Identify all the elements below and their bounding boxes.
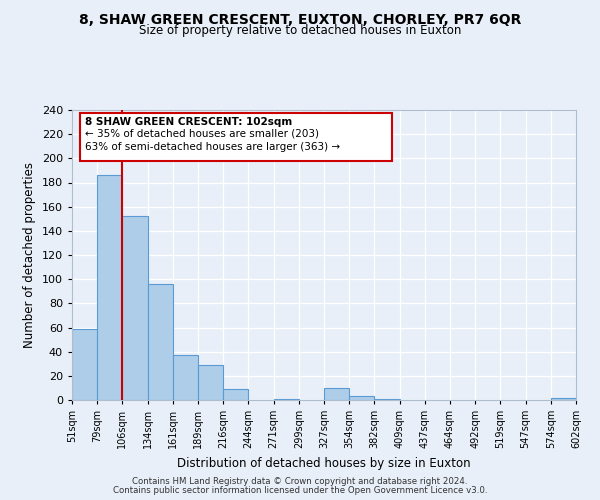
Bar (274, 399, 299, 400)
Bar (148, 284, 173, 400)
Bar (223, 389, 248, 400)
X-axis label: Distribution of detached houses by size in Euxton: Distribution of detached houses by size … (177, 456, 471, 469)
Bar (122, 216, 148, 400)
Bar (198, 365, 223, 400)
Text: ← 35% of detached houses are smaller (203)
63% of semi-detached houses are large: ← 35% of detached houses are smaller (20… (85, 129, 340, 152)
Bar (324, 388, 349, 400)
Text: Contains public sector information licensed under the Open Government Licence v3: Contains public sector information licen… (113, 486, 487, 495)
Bar (551, 398, 576, 400)
Bar (349, 396, 374, 400)
FancyBboxPatch shape (80, 113, 392, 161)
Text: 8 SHAW GREEN CRESCENT: 102sqm: 8 SHAW GREEN CRESCENT: 102sqm (85, 117, 292, 127)
Text: 8, SHAW GREEN CRESCENT, EUXTON, CHORLEY, PR7 6QR: 8, SHAW GREEN CRESCENT, EUXTON, CHORLEY,… (79, 12, 521, 26)
Bar (97, 176, 122, 400)
Text: Contains HM Land Registry data © Crown copyright and database right 2024.: Contains HM Land Registry data © Crown c… (132, 477, 468, 486)
Bar (374, 399, 400, 400)
Bar (173, 356, 198, 400)
Y-axis label: Number of detached properties: Number of detached properties (23, 162, 36, 348)
Text: Size of property relative to detached houses in Euxton: Size of property relative to detached ho… (139, 24, 461, 37)
Bar (72, 328, 97, 400)
